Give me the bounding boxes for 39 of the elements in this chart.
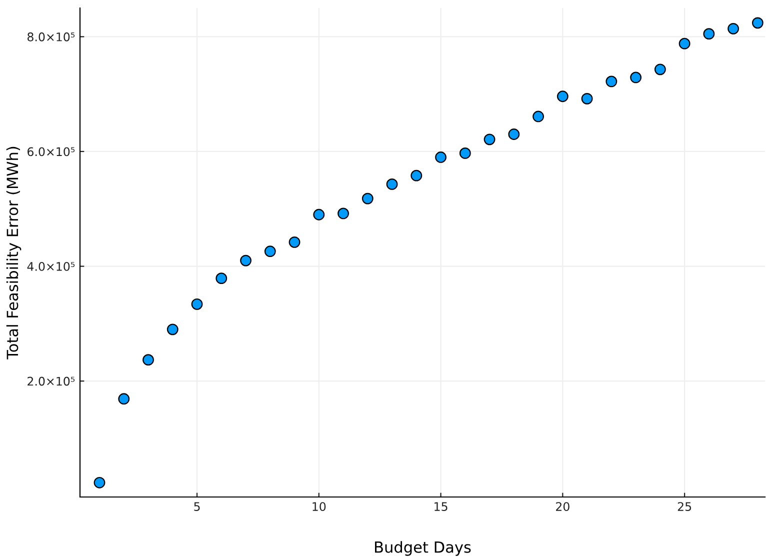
point	[142, 354, 154, 366]
point	[216, 272, 228, 284]
point	[459, 148, 471, 159]
point	[728, 22, 740, 34]
point	[386, 178, 398, 190]
point	[166, 324, 178, 336]
point	[752, 17, 764, 29]
point	[678, 38, 690, 50]
point	[118, 393, 130, 405]
y-tick-label: 6.0×10⁵	[28, 147, 75, 156]
y-axis-title: Total Feasibility Error (MWh)	[6, 146, 22, 360]
point	[362, 192, 374, 204]
x-tick-label: 15	[434, 502, 448, 511]
point	[288, 236, 300, 248]
y-tick-label: 8.0×10⁵	[28, 32, 75, 42]
point	[240, 254, 252, 266]
y-tick-label: 4.0×10⁵	[27, 262, 75, 271]
y-tick-label: 2.0×10⁵	[28, 376, 75, 386]
point	[338, 208, 349, 220]
x-axis-title: Budget Days	[375, 541, 471, 556]
point	[556, 90, 568, 102]
point	[313, 208, 325, 220]
x-tick-label: 10	[312, 502, 326, 511]
point	[484, 134, 496, 146]
point	[435, 152, 446, 163]
x-tick-label: 25	[678, 502, 692, 511]
point	[581, 92, 593, 104]
x-tick-label: 20	[556, 502, 570, 511]
point	[508, 128, 520, 140]
point	[703, 28, 715, 40]
point	[191, 298, 203, 310]
point	[410, 170, 422, 182]
point	[532, 110, 544, 122]
point	[264, 246, 276, 258]
point	[654, 64, 666, 76]
point	[630, 72, 642, 84]
point	[94, 476, 106, 488]
x-tick-label: 5	[194, 502, 200, 511]
point	[606, 76, 618, 88]
